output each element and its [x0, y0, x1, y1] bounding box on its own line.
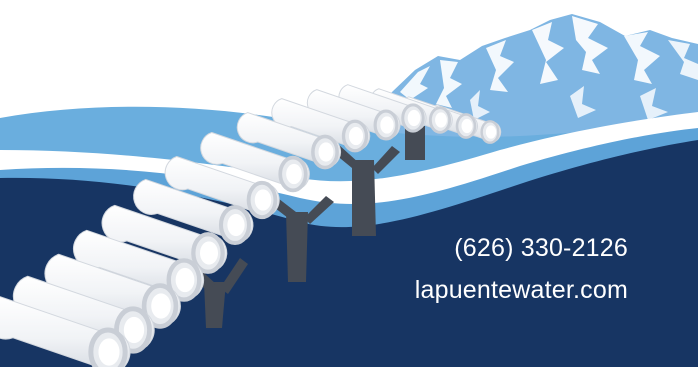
- pipe-section: [44, 253, 181, 329]
- pipe-section: [133, 178, 254, 246]
- pipe-section: [101, 204, 228, 274]
- pipe-section: [73, 229, 204, 302]
- pipe-section: [164, 155, 280, 220]
- pipe-section: [306, 89, 401, 141]
- pipe-section: [338, 84, 427, 133]
- pipe-section: [271, 98, 371, 153]
- website-link[interactable]: lapuentewater.com: [414, 276, 628, 304]
- pipe-section: [200, 131, 310, 193]
- pipe-section: [236, 112, 342, 170]
- phone-number[interactable]: (626) 330-2126: [454, 234, 628, 262]
- pipe-support-posts: [186, 126, 425, 328]
- pipe-section: [0, 296, 131, 367]
- pipe-bridge-icon: [0, 84, 502, 367]
